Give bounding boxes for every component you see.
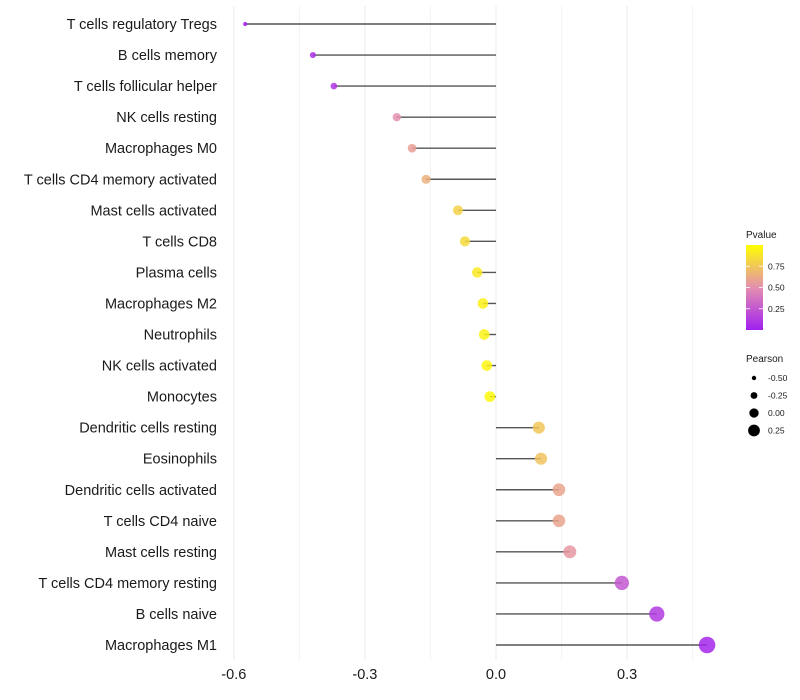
size-legend-label: -0.50 — [768, 373, 788, 383]
lollipop-point — [649, 606, 665, 622]
x-tick-label: -0.3 — [352, 667, 377, 683]
y-axis-label: T cells regulatory Tregs — [67, 17, 217, 33]
x-axis-ticks: -0.6 -0.3 0.0 0.3 — [221, 667, 637, 683]
lollipop-point — [534, 452, 548, 465]
x-tick-label: -0.6 — [221, 667, 246, 683]
lollipop-point — [330, 82, 338, 90]
y-axis-label: T cells CD4 memory activated — [24, 172, 217, 188]
y-axis-label: Macrophages M1 — [105, 638, 217, 654]
lollipop-point — [478, 329, 490, 340]
gridlines — [233, 6, 694, 660]
size-legend-items: -0.50 -0.25 0.00 0.25 — [748, 373, 788, 437]
lollipop-point — [481, 360, 493, 371]
size-legend-label: -0.25 — [768, 391, 788, 401]
lollipop-point — [453, 205, 463, 216]
size-legend-dot — [751, 375, 757, 381]
lollipop-point — [471, 267, 483, 278]
lollipop-point — [552, 483, 566, 497]
lollipop-point — [459, 236, 471, 247]
y-axis-label: Eosinophils — [143, 452, 217, 468]
color-legend-bar — [746, 245, 763, 330]
size-legend-dot — [749, 408, 759, 418]
color-legend-label: 0.50 — [768, 283, 785, 293]
lollipop-point — [243, 21, 248, 27]
lollipop-point — [698, 636, 716, 654]
y-axis-label: B cells naive — [136, 607, 217, 623]
lollipop-point — [552, 514, 566, 528]
y-axis-label: T cells follicular helper — [74, 79, 217, 95]
y-axis-label: Plasma cells — [136, 265, 217, 281]
color-legend-title: Pvalue — [746, 230, 777, 241]
size-legend-label: 0.00 — [768, 408, 785, 418]
y-axis-label: Mast cells activated — [90, 203, 217, 219]
y-axis-label: Mast cells resting — [105, 545, 217, 561]
y-axis-labels: T cells regulatory Tregs B cells memory T … — [24, 17, 218, 654]
legend: Pvalue 0.25 0.50 0.75 Pearson -0.50 -0.25 0.… — [746, 230, 788, 437]
y-axis-label: T cells CD4 memory resting — [38, 576, 217, 592]
y-axis-label: Macrophages M0 — [105, 141, 217, 157]
color-legend-label: 0.25 — [768, 304, 785, 314]
color-legend-ticks: 0.25 0.50 0.75 — [746, 261, 785, 314]
size-legend-dot — [750, 392, 758, 399]
lollipop-point — [421, 174, 431, 184]
y-axis-label: NK cells activated — [102, 359, 217, 375]
lollipop-point — [407, 143, 417, 153]
y-axis-label: Macrophages M2 — [105, 296, 217, 312]
lollipop-point — [309, 52, 316, 59]
y-axis-label: Dendritic cells resting — [79, 421, 217, 437]
size-legend-dot — [748, 424, 760, 437]
x-tick-label: 0.0 — [486, 667, 506, 683]
y-axis-label: T cells CD4 naive — [104, 514, 217, 530]
points — [243, 21, 716, 654]
y-axis-label: Neutrophils — [144, 328, 217, 344]
size-legend-title: Pearson — [746, 354, 783, 365]
lollipop-point — [484, 391, 496, 402]
y-axis-label: B cells memory — [118, 48, 218, 64]
lollipop-point — [392, 112, 401, 122]
lollipop-point — [563, 545, 577, 559]
lollipop-point — [614, 575, 630, 591]
x-tick-label: 0.3 — [617, 667, 637, 683]
segments — [245, 23, 708, 646]
y-axis-label: T cells CD8 — [142, 234, 217, 250]
lollipop-point — [532, 421, 545, 434]
y-axis-label: Dendritic cells activated — [65, 483, 217, 499]
y-axis-label: Monocytes — [147, 390, 217, 406]
size-legend-label: 0.25 — [768, 426, 785, 436]
y-axis-label: NK cells resting — [116, 110, 217, 126]
lollipop-point — [477, 298, 489, 309]
color-legend-label: 0.75 — [768, 261, 785, 271]
